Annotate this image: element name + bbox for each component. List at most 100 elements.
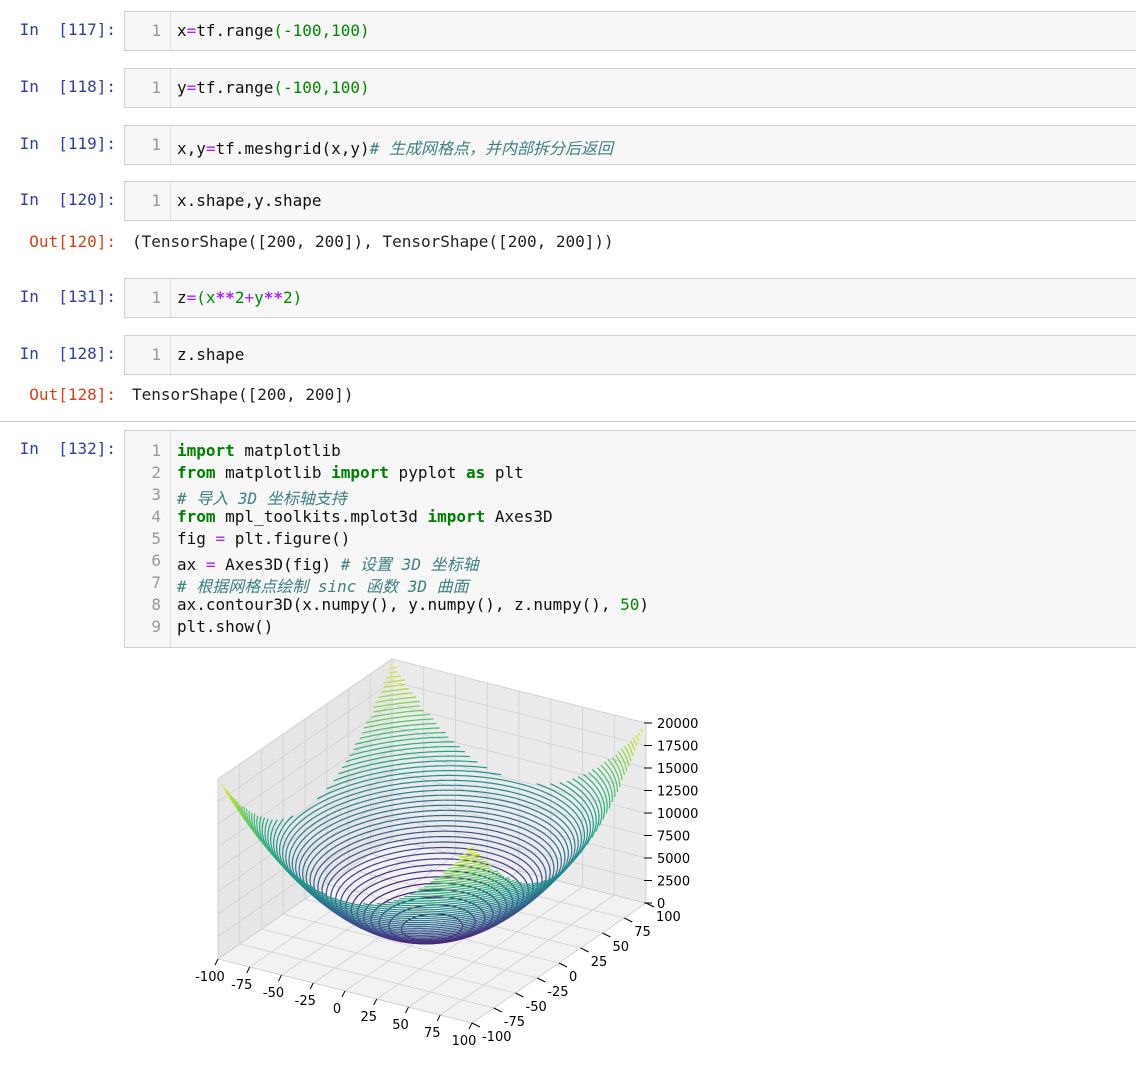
grid-line [261, 928, 516, 994]
x-tick-label: -75 [231, 978, 252, 993]
contour-line [224, 788, 229, 796]
code-token: (-100,100) [273, 21, 370, 40]
contour-line [326, 765, 488, 790]
y-tick-label: 25 [591, 955, 608, 970]
contour-line [566, 780, 597, 838]
contour-line [276, 815, 328, 896]
contour-line [313, 825, 551, 931]
contour-line [330, 846, 534, 938]
z-tick-label: 5000 [657, 852, 690, 867]
line-number: 3 [151, 485, 161, 504]
contour-line [302, 809, 562, 926]
contour-line [611, 757, 623, 781]
z-tick-label: 2500 [657, 875, 690, 890]
contour-line [273, 818, 314, 889]
code-cell[interactable]: 1 y=tf.range(-100,100) [124, 68, 1136, 108]
y-tick [515, 992, 524, 998]
contour-line [415, 878, 511, 893]
grid-line [391, 838, 647, 904]
grid-line [391, 793, 647, 859]
contour-line [393, 882, 526, 902]
line-number: 4 [151, 507, 161, 526]
line-gutter [125, 126, 171, 164]
y-tick-label: 100 [656, 910, 681, 925]
contour-line [243, 806, 257, 835]
input-prompt: In [132]: [19, 439, 116, 458]
x-tick-label: 25 [360, 1010, 377, 1025]
code-cell[interactable]: 1 z=(x**2+y**2) [124, 278, 1136, 318]
line-gutter [125, 69, 171, 107]
contour-line [361, 722, 437, 734]
line-number: 1 [151, 345, 161, 364]
code-cell[interactable]: 1 x=tf.range(-100,100) [124, 11, 1136, 51]
contour-line [316, 769, 502, 800]
y-tick [493, 1007, 502, 1013]
input-prompt: In [117]: [19, 20, 116, 39]
output-prompt: Out[128]: [29, 385, 116, 404]
x-tick-label: -25 [295, 994, 316, 1009]
contour-line [267, 819, 298, 877]
x-tick-label: 50 [392, 1018, 409, 1033]
grid-line [391, 816, 647, 881]
grid-line [217, 838, 393, 960]
contour-line [459, 853, 481, 858]
grid-line [217, 726, 393, 847]
line-gutter [125, 279, 171, 317]
grid-line [391, 771, 647, 836]
x-tick [246, 966, 251, 974]
contour-line [362, 879, 548, 909]
contour-line [339, 858, 525, 941]
contour-line [638, 732, 641, 737]
contour-line [345, 864, 519, 942]
contour-line [624, 745, 632, 762]
contour-line [228, 793, 234, 804]
contour-line [588, 772, 608, 814]
line-number: 2 [151, 463, 161, 482]
code-line: x=tf.range(-100,100) [177, 21, 370, 40]
y-tick-label: -25 [547, 985, 568, 1000]
z-tick-label: 7500 [657, 830, 690, 845]
line-number: 1 [151, 288, 161, 307]
x-tick [309, 982, 314, 990]
z-tick-label: 10000 [657, 807, 698, 822]
y-tick-label: -50 [526, 1000, 547, 1015]
contour-line [309, 820, 555, 930]
y-tick-label: 75 [634, 925, 651, 940]
code-cell[interactable]: 1 x.shape,y.shape [124, 181, 1136, 221]
line-number: 1 [151, 441, 161, 460]
line-number: 9 [151, 617, 161, 636]
contour-line [295, 799, 569, 922]
line-number: 1 [151, 78, 161, 97]
code-comment: # 生成网格点，并内部拆分后返回 [369, 139, 613, 158]
contour-line [333, 760, 478, 782]
line-gutter [125, 12, 171, 50]
contour-line [389, 666, 397, 669]
code-line: z.shape [177, 345, 245, 364]
contour-line [355, 731, 446, 745]
x-tick-label: -100 [195, 970, 225, 985]
code-cell[interactable]: 1 x,y=tf.meshgrid(x,y)# 生成网格点，并内部拆分后返回 [124, 125, 1136, 165]
code-cell[interactable]: 1 2 3 4 5 6 7 8 9 import matplotlib from… [124, 430, 1136, 648]
contour-line [317, 830, 547, 933]
contour-line [398, 881, 523, 900]
line-number: 5 [151, 529, 161, 548]
contour-line [270, 819, 305, 883]
contour-line [640, 728, 643, 733]
grid-line [217, 816, 393, 937]
contour-line [380, 688, 409, 693]
line-number: 1 [151, 191, 161, 210]
contour-line [335, 852, 530, 939]
x-tick [278, 974, 282, 982]
contour-line [383, 683, 406, 688]
contour-line [288, 789, 576, 918]
contour-line [424, 875, 505, 888]
contour-line [458, 856, 481, 861]
code-cell[interactable]: 1 z.shape [124, 335, 1136, 375]
contour-line [409, 879, 515, 895]
contour-line [356, 876, 508, 944]
contour-line [375, 696, 417, 703]
contour-line [234, 799, 244, 818]
y-tick [645, 902, 655, 908]
contour-line [591, 769, 611, 809]
contour-line [615, 754, 625, 776]
